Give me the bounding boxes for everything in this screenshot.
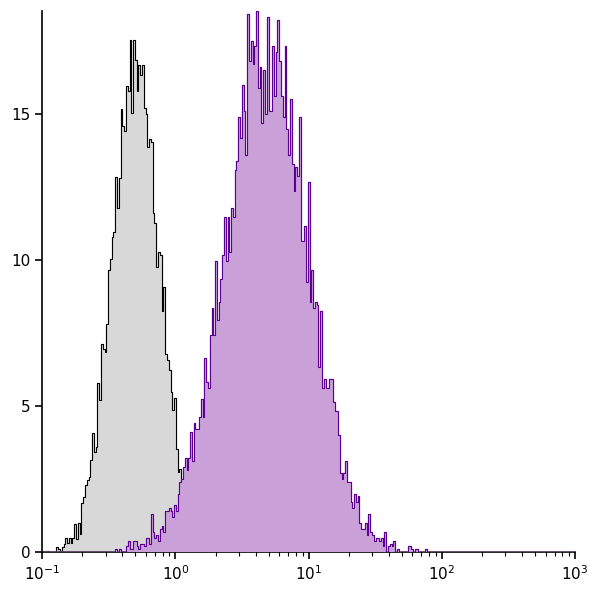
Polygon shape (42, 11, 575, 552)
Polygon shape (42, 40, 575, 552)
